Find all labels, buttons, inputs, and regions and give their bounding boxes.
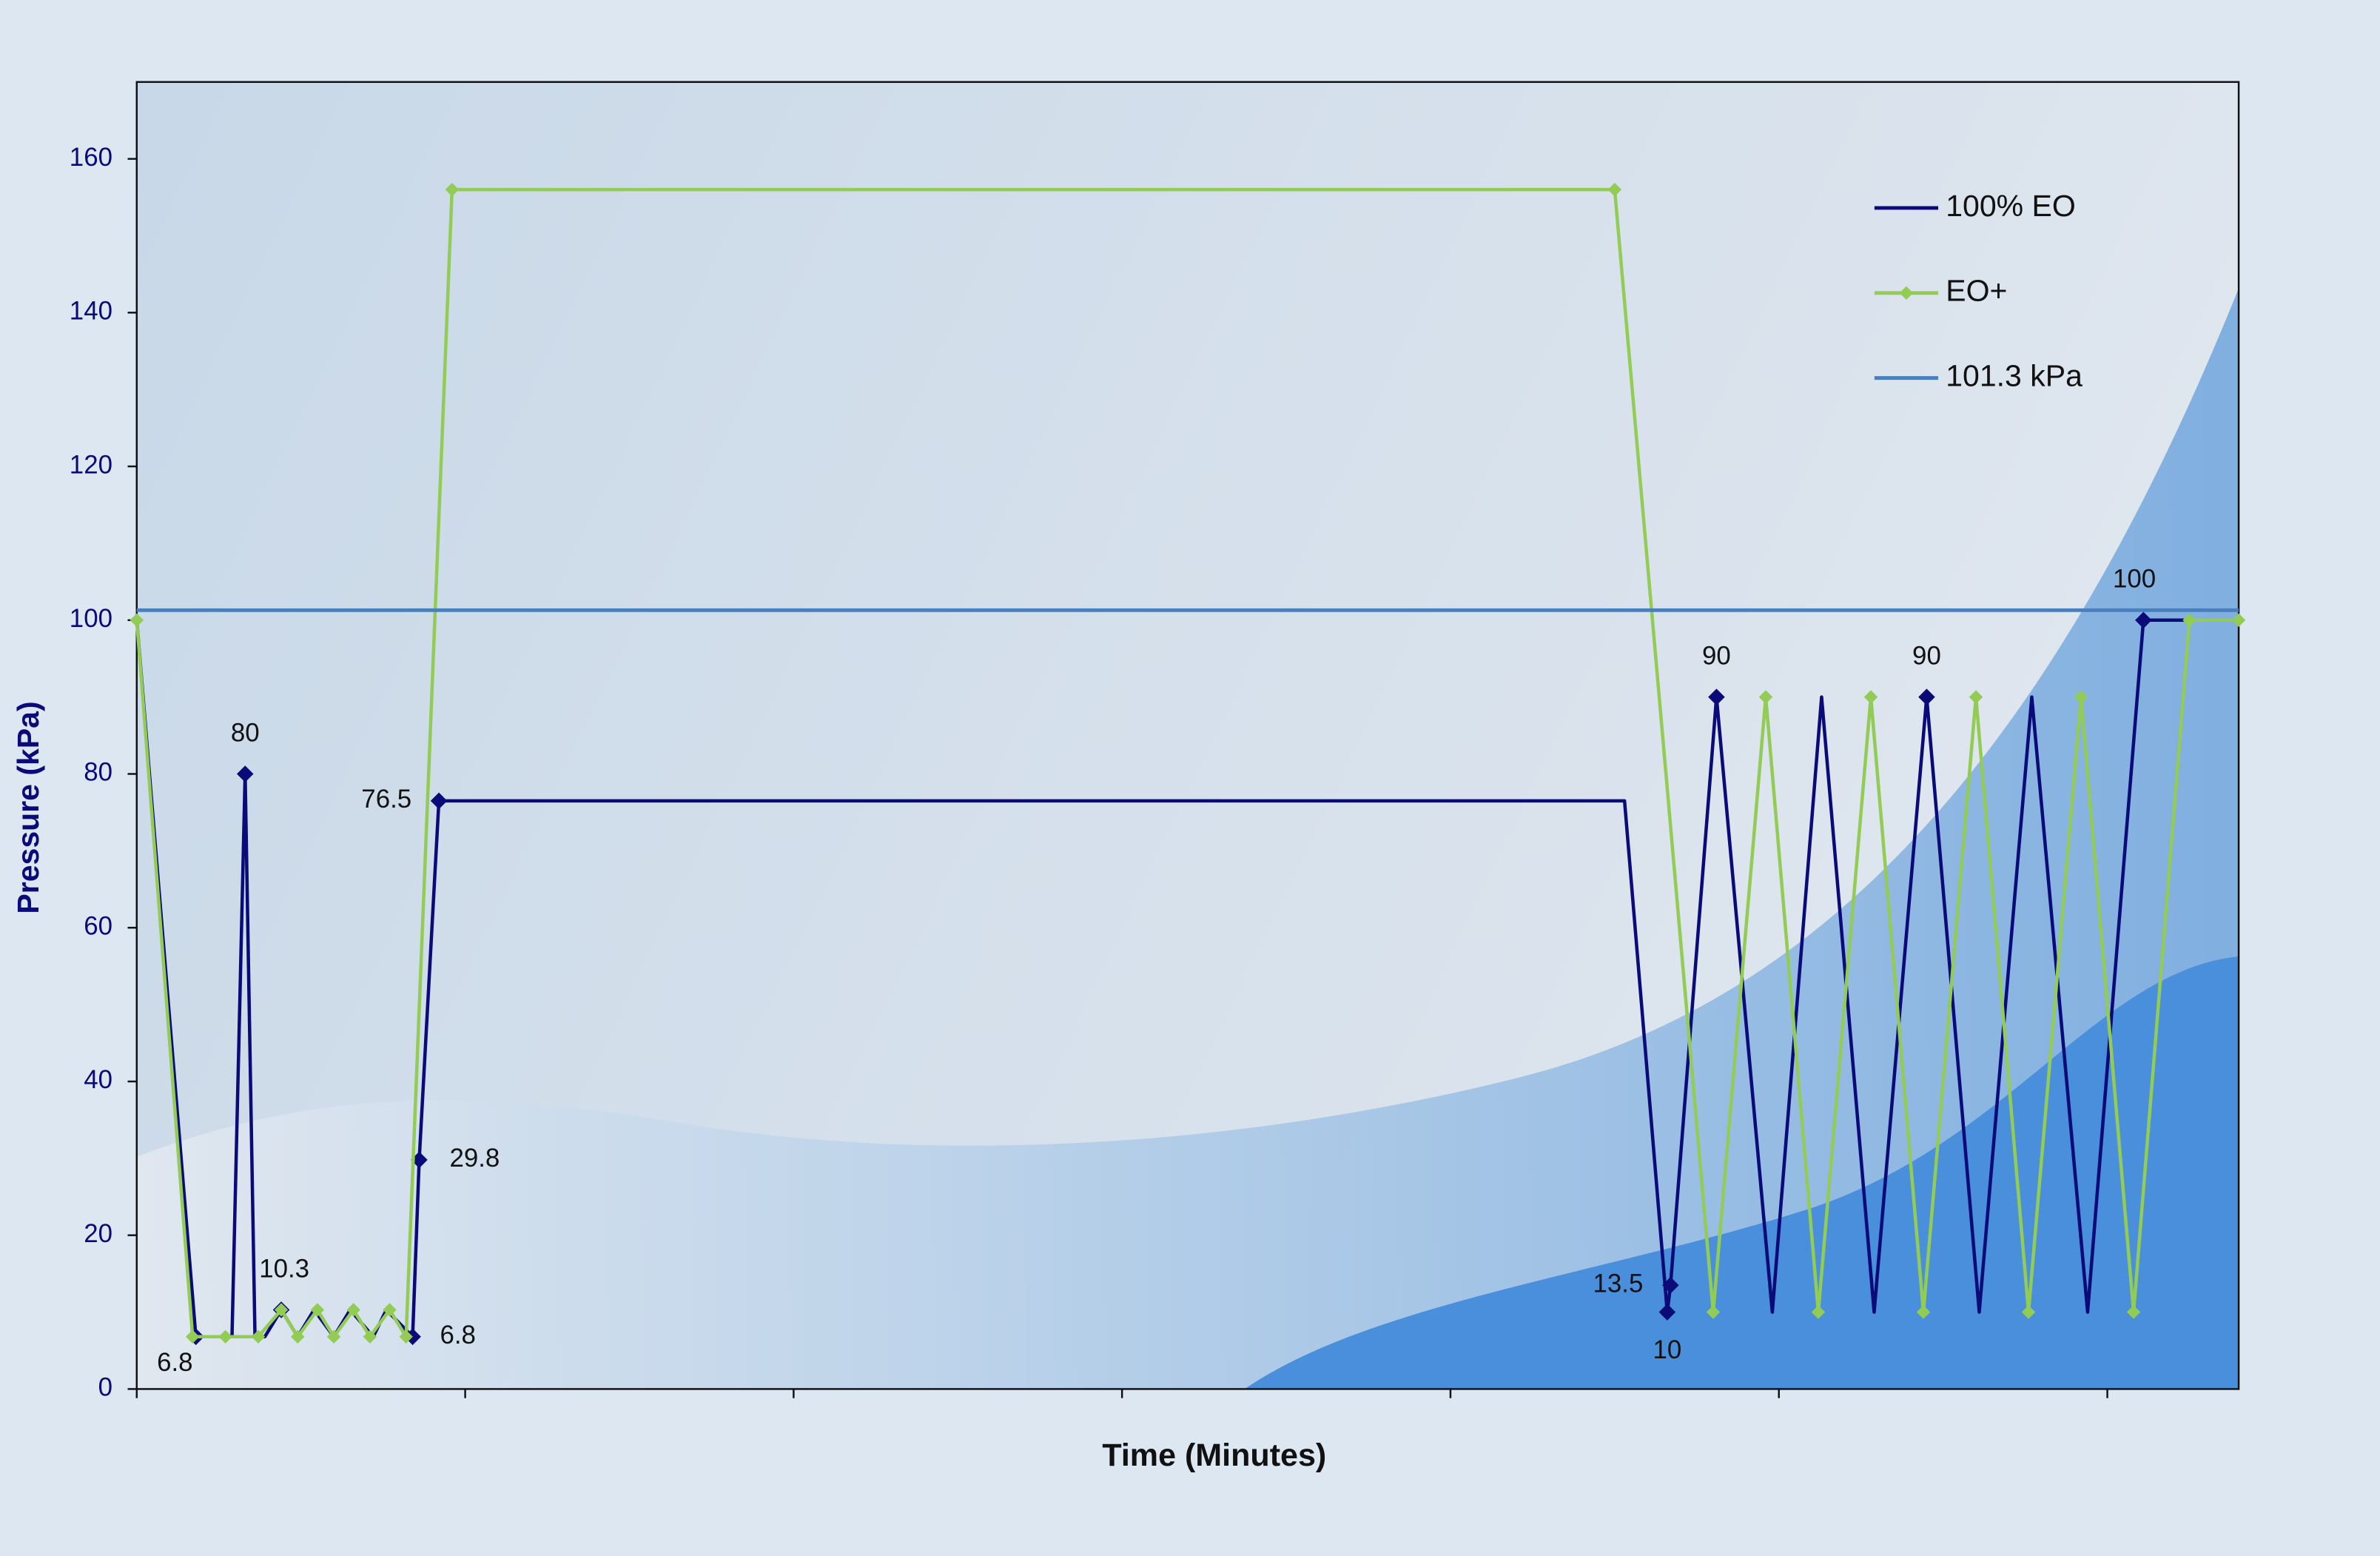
y-tick-label: 140	[70, 297, 112, 326]
data-label: 80	[231, 718, 260, 747]
data-label: 76.5	[361, 785, 411, 814]
marker	[326, 1329, 341, 1344]
marker	[1969, 690, 1983, 704]
marker	[236, 765, 254, 782]
legend-label: 100% EO	[1946, 189, 2076, 223]
marker	[251, 1329, 266, 1344]
legend-label: 101.3 kPa	[1946, 358, 2082, 392]
data-label: 10.3	[259, 1254, 309, 1283]
data-label: 100	[2113, 565, 2156, 594]
marker	[274, 1303, 289, 1317]
marker	[430, 792, 448, 810]
y-tick-label: 120	[70, 450, 112, 479]
marker	[291, 1329, 305, 1344]
marker	[363, 1329, 377, 1344]
marker	[411, 1151, 428, 1169]
marker	[1811, 1305, 1826, 1319]
y-tick-label: 160	[70, 143, 112, 172]
plot-background	[135, 81, 2240, 1390]
y-tick-label: 100	[70, 604, 112, 633]
marker	[1758, 690, 1773, 704]
y-tick-label: 60	[84, 911, 112, 940]
y-tick-label: 0	[98, 1373, 112, 1402]
y-axis-title: Pressure (kPa)	[11, 701, 45, 913]
legend-label: EO+	[1946, 274, 2007, 308]
marker	[186, 1329, 200, 1344]
marker	[218, 1329, 232, 1344]
data-label: 90	[1702, 642, 1731, 671]
marker	[130, 613, 144, 628]
marker	[1658, 1304, 1676, 1321]
data-label: 13.5	[1593, 1269, 1644, 1298]
marker	[346, 1303, 360, 1317]
marker	[310, 1303, 325, 1317]
y-tick-label: 80	[84, 758, 112, 787]
data-label: 29.8	[449, 1144, 500, 1173]
marker	[2135, 611, 2152, 629]
y-tick-label: 40	[84, 1065, 112, 1094]
data-label: 10	[1653, 1335, 1681, 1364]
data-label: 6.8	[157, 1348, 192, 1377]
x-axis-title: Time (Minutes)	[1102, 1438, 1326, 1473]
marker	[2074, 690, 2088, 704]
marker	[1863, 690, 1878, 704]
marker	[1706, 1305, 1721, 1319]
marker	[2182, 613, 2196, 628]
data-label: 90	[1912, 642, 1941, 671]
data-label: 6.8	[440, 1321, 475, 1349]
y-tick-label: 20	[84, 1219, 112, 1248]
